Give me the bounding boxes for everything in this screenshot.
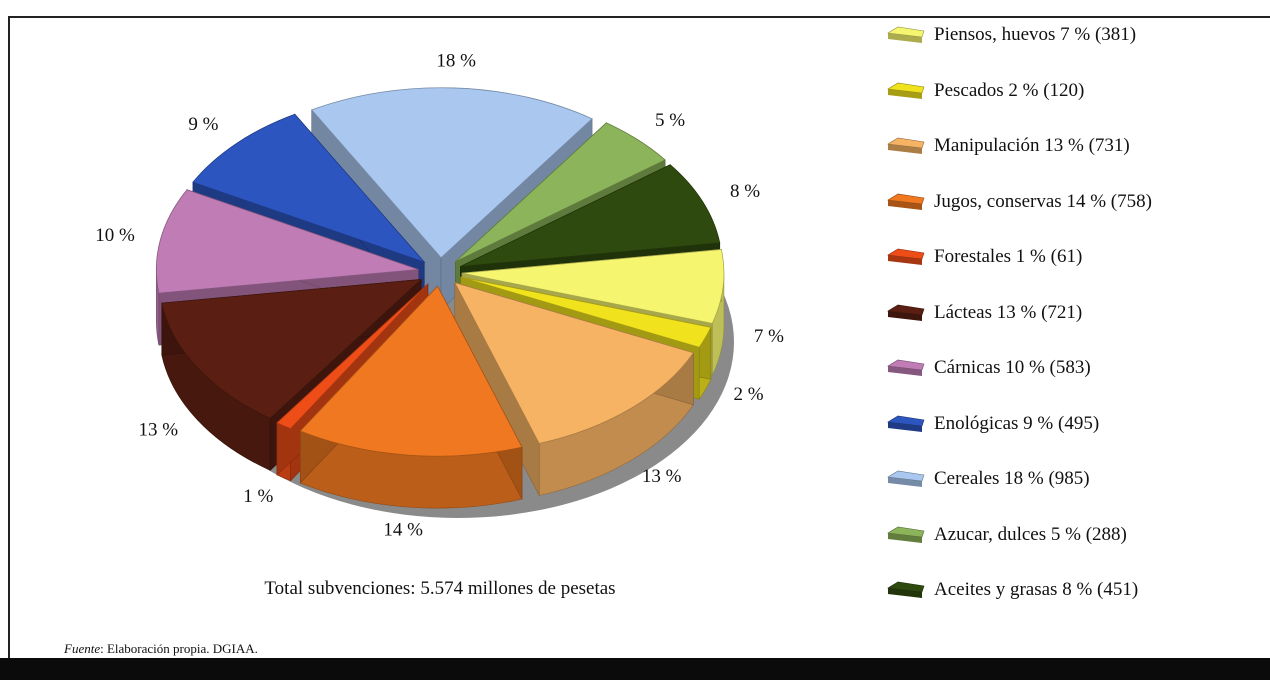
legend-item-forestales: Forestales 1 % (61) [886,242,1082,272]
pct-label-manipulaci-n: 13 % [642,466,682,487]
legend-label: Azucar, dulces 5 % (288) [934,523,1127,545]
legend-swatch [887,137,925,154]
legend-item-azucar-dulces: Azucar, dulces 5 % (288) [886,520,1127,550]
pie-slice-jugos-conservas [299,285,523,509]
legend-swatch [887,26,925,43]
legend-item-piensos-huevos: Piensos, huevos 7 % (381) [886,20,1136,50]
pct-label-aceites-y-grasas: 8 % [730,181,760,202]
pct-label-piensos-huevos: 7 % [754,326,784,347]
legend-label: Aceites y grasas 8 % (451) [934,579,1139,600]
source-text: : Elaboración propia. DGIAA. [100,641,258,656]
pct-label-l-cteas: 13 % [139,419,179,440]
legend-swatch [887,415,925,432]
pct-label-enol-gicas: 9 % [188,114,218,135]
pct-label-pescados: 2 % [733,384,763,405]
legend-label: Pescados 2 % (120) [934,79,1085,101]
chart-frame [8,16,1270,658]
legend-item-pescados: Pescados 2 % (120) [886,76,1084,106]
legend-swatch [887,359,925,376]
pct-label-c-rnicas: 10 % [95,225,135,246]
legend-label: Forestales 1 % (61) [934,246,1083,267]
legend-label: Jugos, conservas 14 % (758) [934,190,1152,212]
legend-label: Lácteas 13 % (721) [934,301,1083,323]
legend-item-c-rnicas: Cárnicas 10 % (583) [886,353,1091,383]
pct-label-jugos-conservas: 14 % [383,519,423,540]
source-note: Fuente: Elaboración propia. DGIAA. [64,641,258,657]
legend-swatch [887,248,925,265]
legend-item-l-cteas: Lácteas 13 % (721) [886,298,1082,328]
pct-label-forestales: 1 % [243,486,273,507]
legend-swatch [887,304,925,321]
pct-label-azucar-dulces: 5 % [655,110,685,131]
total-note: Total subvenciones: 5.574 millones de pe… [264,578,616,599]
legend-item-manipulaci-n: Manipulación 13 % (731) [886,131,1130,161]
legend-swatch [887,193,925,210]
legend-item-enol-gicas: Enológicas 9 % (495) [886,409,1099,439]
legend-swatch [887,526,925,543]
legend-item-cereales: Cereales 18 % (985) [886,464,1090,494]
pct-label-cereales: 18 % [436,50,476,71]
legend-swatch [887,581,925,598]
legend-swatch [887,470,925,487]
legend-label: Cereales 18 % (985) [934,468,1090,489]
legend-label: Manipulación 13 % (731) [934,135,1130,156]
legend-label: Piensos, huevos 7 % (381) [934,24,1137,45]
source-label: Fuente [64,641,101,656]
legend-label: Cárnicas 10 % (583) [934,357,1091,378]
legend-item-jugos-conservas: Jugos, conservas 14 % (758) [886,187,1152,217]
legend-item-aceites-y-grasas: Aceites y grasas 8 % (451) [886,575,1138,605]
legend-swatch [887,82,925,99]
bottom-rule [0,658,1270,680]
legend-label: Enológicas 9 % (495) [934,412,1100,434]
